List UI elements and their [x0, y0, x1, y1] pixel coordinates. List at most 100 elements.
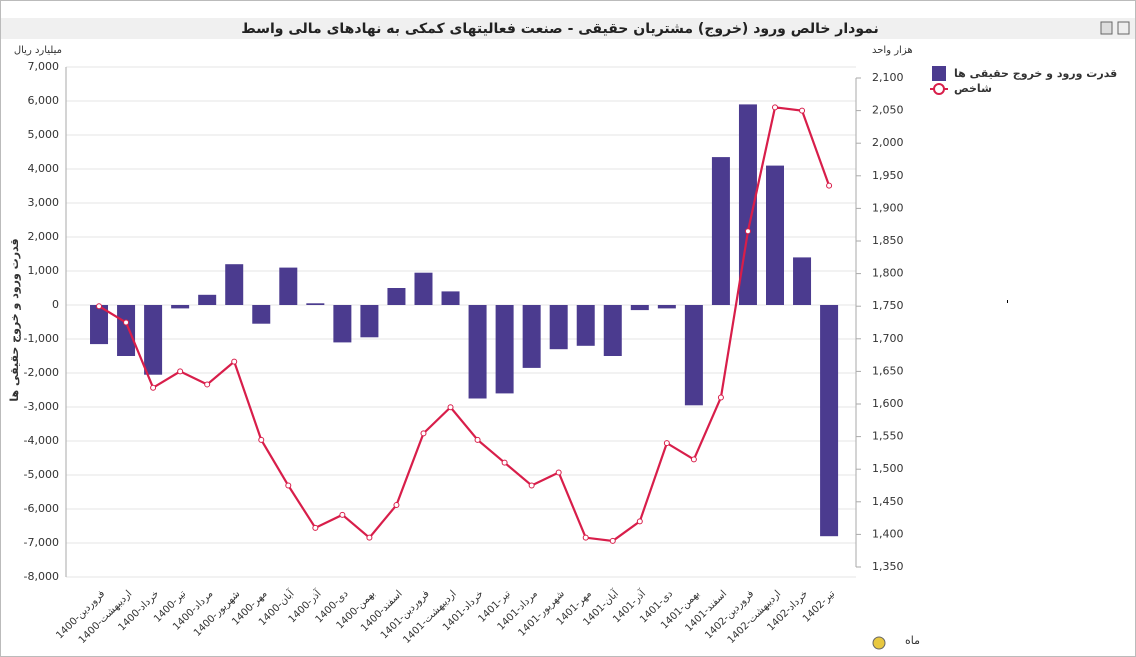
x-axis-title: ماه [905, 634, 920, 647]
line-marker [393, 502, 400, 509]
y2-tick-label: 1,450 [872, 495, 904, 508]
line-marker [582, 534, 589, 541]
y-tick-label: -2,000 [24, 366, 59, 379]
y-tick-label: -8,000 [24, 570, 59, 583]
y-tick-label: -5,000 [24, 468, 59, 481]
line-marker [744, 228, 751, 235]
line-marker [555, 469, 562, 476]
line-marker [231, 358, 238, 365]
legend-swatch [932, 66, 946, 81]
y-axis-title: قدرت ورود و خروج حقیقی ها [8, 238, 22, 401]
legend-swatch [933, 83, 945, 95]
line-marker [717, 394, 724, 401]
line-marker [420, 430, 427, 437]
bar [522, 305, 541, 368]
cursor-dot [1007, 300, 1008, 303]
y2-tick-label: 1,800 [872, 267, 904, 280]
y-tick-label: 5,000 [28, 128, 60, 141]
bar [820, 305, 839, 537]
line-marker [96, 303, 103, 310]
bar [117, 305, 136, 356]
bar [441, 291, 460, 305]
line-marker [609, 537, 616, 544]
line-marker [366, 534, 373, 541]
bar [684, 305, 703, 406]
bar [576, 305, 595, 346]
line-marker [177, 368, 184, 375]
y2-tick-label: 1,850 [872, 234, 904, 247]
bar [333, 305, 352, 343]
bar [468, 305, 487, 399]
y-tick-label: 7,000 [28, 60, 60, 73]
y2-tick-label: 2,050 [872, 104, 904, 117]
line-marker [528, 482, 535, 489]
bar [252, 305, 271, 324]
bar [603, 305, 622, 356]
title-bar [1, 18, 1135, 39]
legend-label: قدرت ورود و خروج حقیقی ها [954, 67, 1117, 81]
bar [306, 303, 325, 305]
line-marker [826, 182, 833, 189]
bar [171, 305, 190, 309]
bar [495, 305, 514, 394]
bar [144, 305, 163, 375]
bar [657, 305, 676, 309]
bar [549, 305, 568, 350]
bar [793, 257, 812, 305]
line-marker [501, 459, 508, 466]
y2-tick-label: 1,950 [872, 169, 904, 182]
bar [279, 267, 298, 305]
y-tick-label: -3,000 [24, 400, 59, 413]
line-marker [772, 104, 779, 111]
line-marker [663, 440, 670, 447]
y2-tick-label: 1,350 [872, 560, 904, 573]
y-tick-label: -7,000 [24, 536, 59, 549]
bar [630, 305, 649, 311]
line-marker [447, 404, 454, 411]
y2-tick-label: 1,900 [872, 201, 904, 214]
bar [387, 288, 406, 305]
y2-tick-label: 1,600 [872, 397, 904, 410]
settings-icon[interactable] [872, 636, 886, 650]
line-marker [150, 384, 157, 391]
legend-label: شاخص [954, 82, 992, 95]
line-marker [204, 381, 211, 388]
bar [360, 305, 379, 338]
line-marker [799, 107, 806, 114]
y2-tick-label: 1,650 [872, 364, 904, 377]
y2-tick-label: 2,000 [872, 136, 904, 149]
bar [711, 157, 730, 305]
line-marker [285, 482, 292, 489]
y2-tick-label: 2,100 [872, 71, 904, 84]
y-tick-label: 0 [52, 298, 59, 311]
bar [198, 294, 217, 305]
y-tick-label: 6,000 [28, 94, 60, 107]
y2-tick-label: 1,400 [872, 527, 904, 540]
chart-title: نمودار خالص ورود (خروج) مشتریان حقیقی - … [241, 21, 879, 37]
bar [225, 264, 244, 305]
line-marker [474, 436, 481, 443]
y-tick-label: 3,000 [28, 196, 60, 209]
y-tick-label: 1,000 [28, 264, 60, 277]
line-marker [258, 436, 265, 443]
print-icon[interactable] [1100, 21, 1113, 35]
y-tick-label: 2,000 [28, 230, 60, 243]
bar [414, 272, 433, 305]
export-icon[interactable] [1117, 21, 1130, 35]
y-unit: میلیارد ریال [14, 45, 62, 56]
line-marker [636, 518, 643, 525]
line-marker [690, 456, 697, 463]
line-marker [312, 524, 319, 531]
y2-tick-label: 1,750 [872, 299, 904, 312]
bar [90, 305, 109, 345]
y2-tick-label: 1,500 [872, 462, 904, 475]
y2-tick-label: 1,700 [872, 332, 904, 345]
y-tick-label: -4,000 [24, 434, 59, 447]
y-tick-label: 4,000 [28, 162, 60, 175]
line-marker [123, 319, 130, 326]
y-tick-label: -6,000 [24, 502, 59, 515]
line [98, 106, 831, 543]
line-marker [339, 511, 346, 518]
